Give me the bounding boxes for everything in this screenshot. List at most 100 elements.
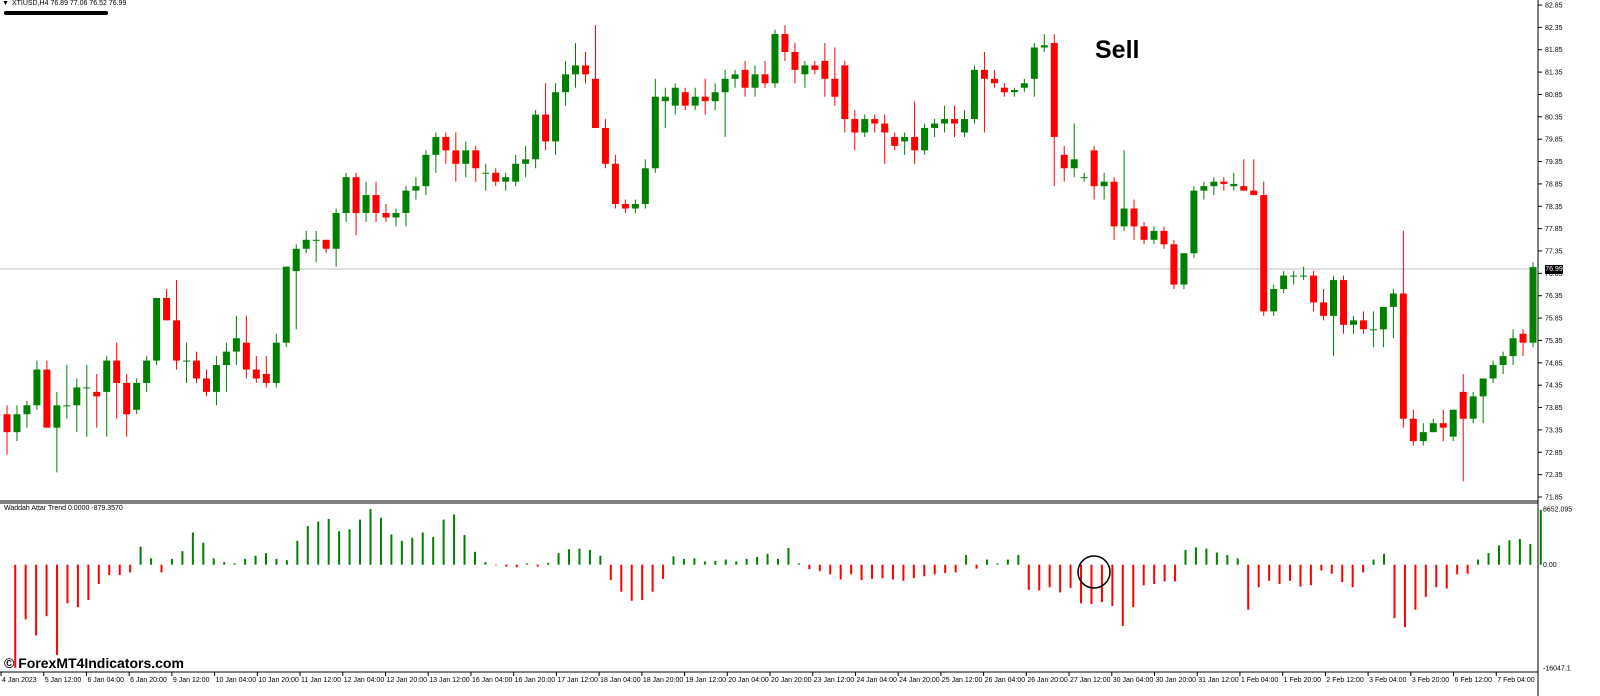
candle-body — [931, 123, 939, 128]
candle-body — [143, 360, 151, 383]
candle-body — [502, 177, 510, 182]
candle — [1429, 418, 1437, 433]
time-tick-label: 16 Jan 04:00 — [472, 677, 513, 684]
candle-body — [601, 128, 609, 164]
candle-body — [611, 163, 619, 205]
time-tick-label: 1 Feb 20:00 — [1284, 677, 1321, 684]
candle-body — [961, 119, 968, 133]
candle — [1409, 409, 1417, 446]
time-tick-label: 2 Feb 12:00 — [1326, 677, 1363, 684]
candle-body — [562, 74, 570, 93]
time-tick-label: 6 Jan 20:00 — [130, 677, 167, 684]
candle — [721, 69, 729, 137]
candle — [1100, 172, 1108, 200]
candle — [1110, 177, 1118, 240]
candle-body — [462, 150, 470, 164]
candle-body — [512, 163, 520, 182]
time-tick-label: 4 Jan 2023 — [2, 677, 37, 684]
candle-body — [362, 195, 370, 213]
candle-body — [1429, 423, 1437, 433]
candle — [1120, 150, 1128, 231]
candle — [1459, 374, 1467, 482]
time-tick-label: 20 Jan 04:00 — [728, 677, 769, 684]
time-tick-label: 13 Jan 12:00 — [429, 677, 470, 684]
candle-body — [402, 190, 410, 213]
candle — [1280, 271, 1288, 294]
candle — [412, 177, 420, 200]
candle-body — [173, 320, 181, 361]
candle — [891, 132, 899, 151]
candle — [901, 132, 909, 155]
candle — [392, 208, 400, 227]
price-tick-label: 77.85 — [1545, 226, 1563, 233]
sell-signal-circle — [1077, 555, 1111, 589]
candle — [472, 145, 480, 182]
candle — [941, 105, 949, 133]
candle — [1340, 275, 1347, 334]
candle — [1479, 378, 1487, 424]
price-tick-label: 74.35 — [1545, 383, 1563, 390]
time-tick-label: 3 Feb 04:00 — [1369, 677, 1406, 684]
sell-label: Sell — [1095, 36, 1140, 64]
candle-body — [153, 297, 161, 361]
candle-body — [1469, 396, 1477, 419]
candle-body — [212, 365, 220, 392]
price-tick-label: 80.85 — [1545, 92, 1563, 99]
candle — [1000, 83, 1008, 97]
candle-body — [93, 391, 101, 397]
candle — [362, 181, 370, 222]
candle-body — [222, 351, 230, 366]
candle-body — [183, 360, 191, 362]
candle-body — [921, 128, 929, 151]
price-tick-label: 75.85 — [1545, 316, 1563, 323]
candle-body — [1359, 320, 1367, 330]
candle — [1419, 423, 1427, 446]
candle-body — [33, 369, 41, 406]
candle-body — [432, 136, 440, 155]
candle-body — [202, 378, 210, 392]
candle-body — [193, 360, 200, 379]
time-tick-label: 16 Jan 20:00 — [515, 677, 556, 684]
candle — [1180, 253, 1188, 290]
candle — [113, 342, 121, 419]
candle — [512, 154, 520, 187]
candle-body — [871, 119, 879, 124]
candle-body — [1320, 302, 1328, 316]
time-axis: 4 Jan 2023 5 Jan 12:00 6 Jan 04:00 6 Jan 20… — [0, 672, 1535, 684]
time-tick-label: 20 Jan 20:00 — [771, 677, 812, 684]
time-tick-label: 3 Feb 20:00 — [1412, 677, 1449, 684]
chart-header: ▼ XTIUSD,H4 76.89 77.06 76.52 76.99 — [2, 0, 126, 7]
candle — [1489, 360, 1497, 383]
candle-body — [1330, 280, 1338, 316]
candle-body — [821, 60, 829, 79]
symbol-info: XTIUSD,H4 76.89 77.06 76.52 76.99 — [11, 0, 127, 7]
candle-body — [1509, 338, 1517, 357]
candle — [332, 208, 340, 267]
candle — [342, 172, 350, 222]
candle — [312, 230, 320, 263]
time-tick-label: 6 Feb 12:00 — [1455, 677, 1492, 684]
candle-body — [442, 136, 450, 151]
price-tick-label: 76.85 — [1545, 271, 1563, 278]
candle — [1210, 177, 1218, 196]
candle-body — [392, 212, 400, 218]
dropdown-triangle-icon[interactable]: ▼ — [2, 0, 9, 7]
candle — [442, 132, 450, 164]
candle-body — [1140, 226, 1148, 240]
price-tick-label: 75.35 — [1545, 338, 1563, 345]
candle-body — [13, 414, 21, 433]
price-tick-label: 73.35 — [1545, 427, 1563, 434]
candle — [322, 239, 330, 254]
candle — [1330, 275, 1338, 357]
candle — [183, 342, 191, 383]
candle — [711, 83, 719, 111]
candle-body — [591, 78, 599, 128]
candle — [980, 51, 988, 133]
candle — [611, 154, 619, 209]
price-tick-label: 82.85 — [1545, 3, 1563, 10]
candle — [1300, 266, 1308, 281]
time-tick-label: 18 Jan 20:00 — [643, 677, 684, 684]
candle — [1220, 177, 1228, 191]
